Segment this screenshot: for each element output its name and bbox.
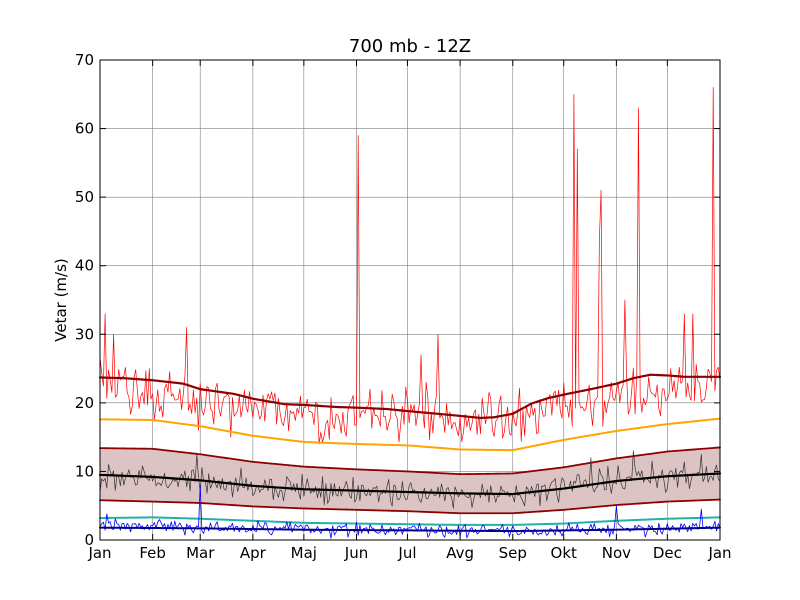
y-tick-label: 70 <box>75 51 94 69</box>
y-tick-label: 60 <box>75 120 94 138</box>
y-tick-label: 10 <box>75 462 94 480</box>
y-tick-label: 50 <box>75 188 94 206</box>
x-tick-label: Dec <box>653 544 682 562</box>
x-tick-label: Jun <box>344 544 368 562</box>
series-line-daily-max <box>99 87 721 445</box>
chart-title: 700 mb - 12Z <box>349 36 471 57</box>
y-tick-label: 20 <box>75 394 94 412</box>
series-line-mean-plus-sd <box>99 446 721 476</box>
x-tick-label: Maj <box>291 544 317 562</box>
series-line-mean-minus-sd <box>99 498 721 515</box>
x-tick-label: Apr <box>240 544 267 562</box>
x-tick-label: Jul <box>397 544 416 562</box>
x-tick-label: Mar <box>186 544 215 562</box>
y-tick-label: 30 <box>75 325 94 343</box>
y-tick-label: 0 <box>84 531 94 549</box>
x-tick-label: Jan <box>707 544 731 562</box>
band-fill <box>100 447 720 514</box>
plot-frame <box>99 59 721 541</box>
std-band <box>100 447 720 514</box>
series-line-p90 <box>99 417 721 452</box>
series-line-daily-min <box>99 484 721 539</box>
x-tick-label: Feb <box>139 544 166 562</box>
axis-ticks: 0 10 20 30 40 50 60 70 Jan Feb Mar Apr Maj Jun Jul Avg S… <box>75 51 732 562</box>
series-line-min-smooth <box>99 526 721 533</box>
series-line-mean <box>98 472 722 496</box>
series-line-max-smooth <box>98 373 722 420</box>
x-tick-label: Avg <box>446 544 474 562</box>
x-tick-label: Sep <box>499 544 527 562</box>
y-tick-label: 40 <box>75 257 94 275</box>
series-group <box>98 87 722 539</box>
x-tick-label: Jan <box>87 544 111 562</box>
y-axis-label: Vetar (m/s) <box>52 258 70 342</box>
x-tick-label: Okt <box>551 544 577 562</box>
series-line-p10 <box>99 516 721 526</box>
x-tick-label: Nov <box>602 544 631 562</box>
